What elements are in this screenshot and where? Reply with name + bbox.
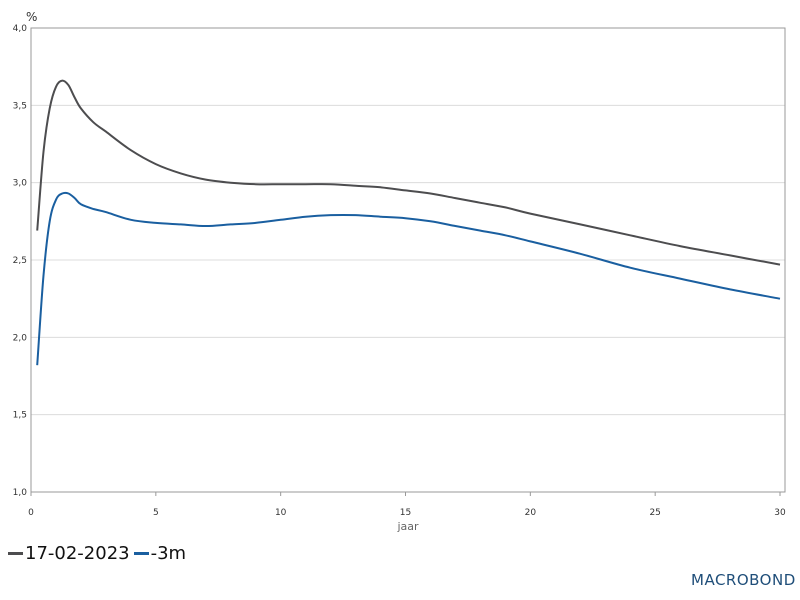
series-line-2	[36, 191, 781, 366]
x-axis-label: jaar	[396, 520, 419, 533]
legend: 17-02-2023 -3m	[8, 543, 190, 564]
x-axis-ticks: 0 5 10 15 20 25 30	[28, 492, 786, 518]
y-tick-label: 4,0	[13, 24, 28, 34]
axes	[30, 27, 786, 493]
y-tick-label: 2,0	[13, 333, 28, 343]
y-axis-unit: %	[26, 10, 37, 24]
legend-item-series-2: -3m	[133, 543, 187, 564]
x-tick-label: 25	[649, 508, 660, 518]
y-axis-ticks: 1,0 1,5 2,0 2,5 3,0 3,5 4,0	[13, 24, 28, 498]
legend-swatch	[8, 552, 23, 555]
legend-item-series-1: 17-02-2023	[8, 543, 130, 564]
yield-curve-chart: 1,0 1,5 2,0 2,5 3,0 3,5 4,0 0 5 10 15 20 25 30 % jaa…	[13, 10, 786, 533]
x-tick-label: 20	[525, 508, 537, 518]
series-lines	[36, 79, 781, 366]
series-line-1	[36, 79, 781, 266]
x-tick-label: 10	[275, 508, 287, 518]
plot-frame	[30, 27, 786, 493]
y-tick-label: 1,5	[13, 411, 27, 421]
x-tick-label: 0	[28, 508, 34, 518]
y-tick-label: 1,0	[13, 488, 28, 498]
y-tick-label: 2,5	[13, 256, 27, 266]
macrobond-logo: MACROBOND	[691, 571, 796, 589]
legend-label: 17-02-2023	[25, 543, 130, 564]
legend-label: -3m	[150, 543, 187, 564]
y-tick-label: 3,0	[13, 179, 28, 189]
y-tick-label: 3,5	[13, 101, 27, 111]
legend-swatch	[133, 552, 149, 555]
x-tick-label: 5	[153, 508, 159, 518]
x-tick-label: 15	[400, 508, 411, 518]
x-tick-label: 30	[774, 508, 786, 518]
gridlines	[31, 104, 785, 416]
